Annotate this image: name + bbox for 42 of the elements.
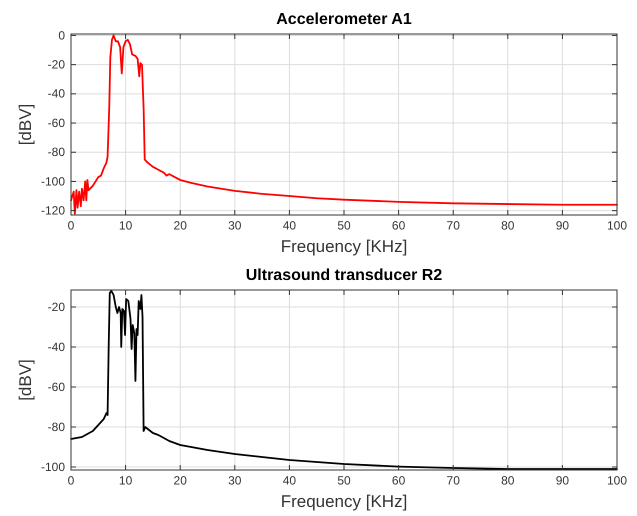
y-tick-label: -20 — [48, 300, 66, 314]
x-tick-label: 80 — [501, 218, 515, 233]
x-tick-label: 30 — [228, 474, 242, 488]
chart-title: Ultrasound transducer R2 — [246, 267, 442, 284]
x-tick-label: 60 — [392, 218, 406, 233]
y-tick-label: -80 — [48, 145, 66, 160]
x-tick-label: 40 — [282, 474, 296, 488]
line-series — [70, 290, 618, 470]
x-tick-label: 70 — [446, 474, 460, 488]
y-tick-label: -40 — [48, 86, 66, 101]
y-tick-label: -60 — [48, 380, 66, 394]
line-series — [70, 34, 618, 214]
y-tick-label: 0 — [58, 28, 66, 42]
y-tick-label: -100 — [40, 174, 66, 188]
x-tick-label: 20 — [174, 218, 188, 233]
x-tick-label: 100 — [606, 218, 628, 233]
x-tick-label: 80 — [501, 474, 515, 488]
x-tick-label: 20 — [174, 474, 188, 488]
x-tick-label: 0 — [68, 474, 75, 488]
x-tick-label: 60 — [392, 474, 406, 488]
x-tick-label: 90 — [556, 474, 570, 488]
x-axis-title: Frequency [KHz] — [280, 492, 408, 511]
y-tick-label: -40 — [48, 340, 66, 354]
y-tick-label: -60 — [48, 116, 66, 130]
x-tick-label: 70 — [446, 218, 460, 233]
y-tick-label: -120 — [40, 203, 66, 218]
y-axis-title: [dBV] — [16, 359, 35, 401]
x-tick-label: 100 — [606, 474, 628, 488]
y-tick-label: -20 — [48, 57, 66, 72]
x-tick-label: 50 — [337, 218, 351, 233]
x-tick-label: 90 — [556, 218, 570, 233]
x-tick-label: 50 — [337, 474, 351, 488]
x-axis-title: Frequency [KHz] — [280, 237, 408, 256]
x-tick-label: 10 — [118, 218, 133, 233]
x-tick-label: 30 — [228, 218, 242, 233]
x-tick-label: 40 — [282, 218, 296, 233]
x-tick-label: 0 — [68, 218, 75, 233]
y-tick-label: -80 — [48, 420, 66, 434]
y-axis-title: [dBV] — [16, 104, 35, 146]
x-tick-label: 10 — [118, 474, 133, 488]
chart-title: Accelerometer A1 — [276, 11, 412, 28]
y-tick-label: -100 — [40, 460, 66, 474]
